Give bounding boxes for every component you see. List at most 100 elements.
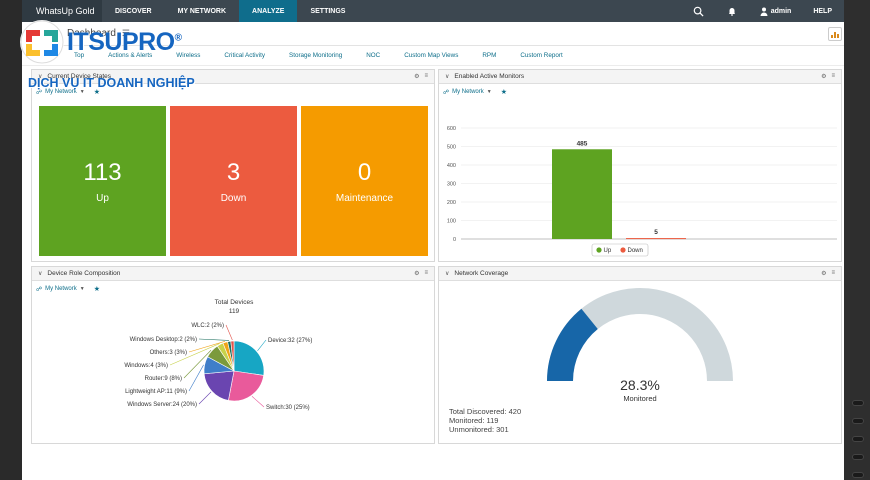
chart-view-button[interactable]: [828, 27, 842, 41]
notifications-button[interactable]: [714, 7, 750, 16]
coverage-percent: 28.3%: [620, 377, 660, 393]
nav-my-network[interactable]: MY NETWORK: [177, 7, 227, 15]
pie-slice-label: Router:9 (8%): [145, 376, 182, 382]
bar-down[interactable]: [626, 238, 686, 240]
pie-leader-line: [183, 349, 212, 379]
pie-slice-label: Device:32 (27%): [268, 338, 312, 344]
coverage-gauge: 28.3% Monitored Total Discovered: 420 Mo…: [449, 288, 733, 434]
legend-box: [591, 243, 649, 257]
active-monitors-panel: ∨ Enabled Active Monitors ⚙ ≡ ☍ My Networ…: [438, 69, 842, 262]
logo-mark-icon: [20, 20, 64, 64]
user-name: admin: [770, 7, 792, 15]
tile-up-label: Up: [96, 192, 109, 204]
monitors-bar-chart: 0 100 200 300 400 500 600 485 5 Up Down: [447, 126, 837, 257]
pie-slice-wlc[interactable]: [230, 340, 235, 372]
nav-analyze[interactable]: ANALYZE: [239, 0, 298, 22]
tile-up-value: 113: [83, 158, 122, 186]
gear-icon[interactable]: ⚙: [414, 271, 420, 277]
pin-icon[interactable]: ★: [500, 89, 507, 96]
pie-leader-line: [188, 341, 226, 353]
tile-up[interactable]: 113 Up: [39, 106, 166, 256]
pie-slice-label: Switch:30 (25%): [266, 405, 310, 411]
network-icon: ☍: [36, 89, 43, 96]
nav-discover[interactable]: DISCOVER: [115, 7, 152, 15]
bar-y-tick-label: 600: [447, 126, 456, 132]
pie-leader-line: [188, 364, 204, 392]
coverage-center-label: Monitored: [623, 394, 656, 403]
help-link[interactable]: HELP: [813, 7, 832, 15]
tab-top[interactable]: Top: [74, 52, 85, 59]
tile-down-value: 3: [226, 158, 241, 186]
device-states-panel: ∨ Current Device States ⚙ ≡ ☍ My Network …: [31, 69, 435, 262]
menu-icon[interactable]: ≡: [424, 270, 428, 276]
tile-maintenance-label: Maintenance: [335, 192, 394, 204]
network-selector[interactable]: ☍ My Network ▼ ★: [32, 281, 434, 293]
role-composition-panel: ∨ Device Role Composition ⚙ ≡ ☍ My Networ…: [31, 266, 435, 444]
pie-slice-switch[interactable]: [228, 370, 265, 402]
bar-up[interactable]: [552, 149, 612, 239]
pie-total-label: Total Devices: [215, 299, 254, 306]
app-brand[interactable]: WhatsUp Gold: [22, 0, 102, 22]
tab-noc[interactable]: NOC: [366, 52, 381, 59]
collapse-chevron-icon[interactable]: ∨: [38, 271, 43, 277]
tile-maintenance[interactable]: 0 Maintenance: [301, 106, 428, 256]
tab-custom-map-views[interactable]: Custom Map Views: [404, 52, 459, 59]
tab-actions-alerts[interactable]: Actions & Alerts: [108, 52, 153, 59]
menu-icon[interactable]: ≡: [831, 73, 835, 79]
bezel-button: [852, 472, 864, 478]
search-button[interactable]: [683, 6, 714, 17]
tab-wireless[interactable]: Wireless: [176, 52, 201, 59]
tab-rpm[interactable]: RPM: [482, 52, 497, 59]
collapse-chevron-icon[interactable]: ∨: [445, 74, 450, 80]
network-icon: ☍: [36, 286, 43, 293]
user-menu[interactable]: admin: [750, 7, 802, 16]
pie-slice-label: Lightweight AP:11 (9%): [125, 389, 187, 395]
pin-icon[interactable]: ★: [93, 286, 100, 293]
pie-slice-label: WLC:2 (2%): [191, 323, 224, 329]
bar-data-label: 485: [577, 140, 588, 147]
pie-total-value: 119: [229, 308, 240, 315]
panel-header: ∨ Device Role Composition ⚙ ≡: [32, 267, 434, 281]
caret-down-icon: ▼: [79, 286, 85, 292]
bar-legend: Up Down: [591, 243, 649, 257]
gauge-monitored-arc: [547, 308, 599, 382]
gear-icon[interactable]: ⚙: [414, 74, 420, 80]
network-selector[interactable]: ☍ My Network ▼ ★: [32, 84, 434, 96]
panel-header: ∨ Current Device States ⚙ ≡: [32, 70, 434, 84]
pie-slice-label: Windows Desktop:2 (2%): [130, 337, 197, 343]
pie-leader-line: [251, 396, 265, 408]
pie-slice-device[interactable]: [233, 340, 265, 376]
panel-title: Device Role Composition: [47, 270, 121, 277]
logo-tagline: DỊCH VỤ IT DOANH NGHIỆP: [28, 76, 195, 90]
gear-icon[interactable]: ⚙: [821, 74, 827, 80]
hamburger-icon[interactable]: ☰: [121, 28, 130, 38]
pin-icon[interactable]: ★: [93, 89, 100, 96]
coverage-stat-monitored: Monitored: 119: [449, 416, 498, 425]
tile-maintenance-value: 0: [357, 158, 372, 186]
nav-settings[interactable]: SETTINGS: [310, 7, 346, 15]
app-screen: WhatsUp Gold DISCOVER MY NETWORK ANALYZE…: [22, 0, 844, 480]
collapse-chevron-icon[interactable]: ∨: [445, 271, 450, 277]
pie-slice-label: Windows:4 (3%): [124, 363, 168, 369]
network-selector[interactable]: ☍ My Network ▼ ★: [439, 84, 841, 96]
bezel-button: [852, 418, 864, 424]
search-icon: [693, 6, 704, 17]
gear-icon[interactable]: ⚙: [821, 271, 827, 277]
bar-data-label: 5: [654, 229, 658, 236]
panel-header: ∨ Enabled Active Monitors ⚙ ≡: [439, 70, 841, 84]
menu-icon[interactable]: ≡: [424, 73, 428, 79]
network-coverage-panel: ∨ Network Coverage ⚙ ≡ 28.3% Monitored To…: [438, 266, 842, 444]
panel-title: Network Coverage: [454, 270, 509, 277]
monitor-bezel-right: [844, 0, 870, 480]
legend-swatch: [596, 247, 602, 253]
pie-leader-line: [198, 338, 230, 341]
tile-down[interactable]: 3 Down: [170, 106, 297, 256]
tab-storage-monitoring[interactable]: Storage Monitoring: [289, 52, 343, 59]
collapse-chevron-icon[interactable]: ∨: [38, 74, 43, 80]
pie-leader-line: [169, 343, 220, 366]
bezel-button: [852, 454, 864, 460]
tab-critical-activity[interactable]: Critical Activity: [224, 52, 265, 59]
tab-custom-report[interactable]: Custom Report: [520, 52, 563, 59]
pie-slice-windows-server[interactable]: [203, 370, 235, 401]
menu-icon[interactable]: ≡: [831, 270, 835, 276]
